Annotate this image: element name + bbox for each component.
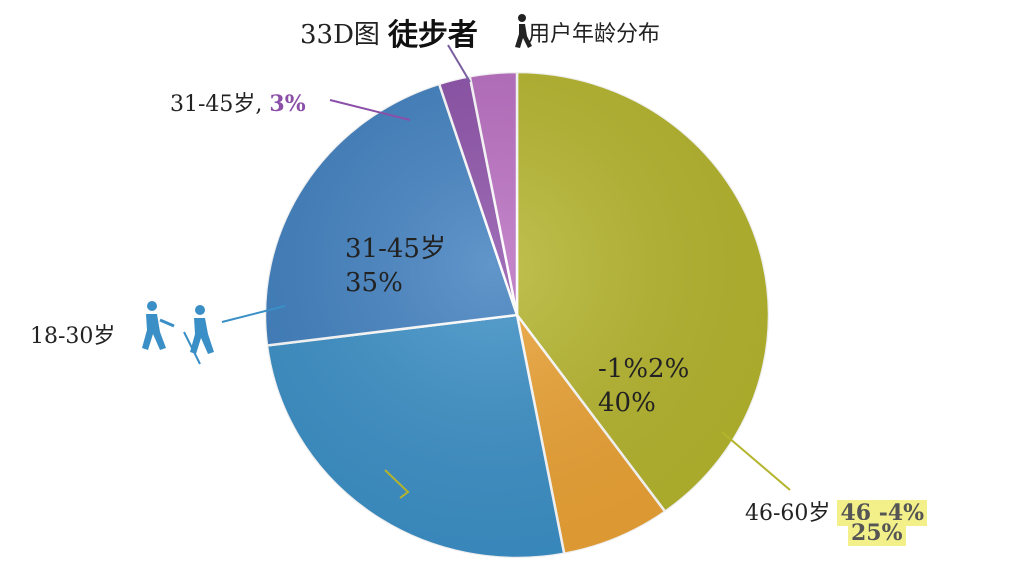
- yellow-inner-line2: 40%: [598, 388, 656, 418]
- callout-top-left-pct: 3%: [269, 91, 306, 117]
- leader-line-top: [329, 99, 411, 121]
- title-suffix: 用户年龄分布: [527, 22, 660, 47]
- callout-top-left: 31-45岁, 3%: [170, 86, 306, 118]
- leader-line-left: [221, 305, 286, 323]
- callout-left-text: 18-30岁: [30, 324, 116, 349]
- pie-shading: [265, 72, 769, 558]
- yellow-inner-line1: -1%2%: [598, 354, 690, 384]
- hiker-icon: [515, 14, 532, 48]
- blue-inner-line2: 35%: [345, 268, 403, 298]
- leader-line-title: [447, 44, 471, 83]
- chart-title: 33D图 徒步者 用户年龄分布: [300, 10, 660, 54]
- callout-left: 18-30岁: [30, 318, 115, 350]
- leader-line-orange: [384, 469, 410, 499]
- callout-top-left-text: 31-45岁,: [170, 92, 263, 117]
- callout-bottom-right-pct2: 25%: [848, 520, 906, 546]
- hiker-pair-icon: [142, 301, 214, 365]
- blue-inner-line1: 31-45岁: [345, 234, 446, 264]
- leader-line-right: [721, 431, 791, 491]
- callout-bottom-right-2: 25%: [848, 520, 906, 546]
- callout-bottom-right-text: 46-60岁: [745, 501, 831, 526]
- title-main: 徒步者: [387, 18, 478, 53]
- title-prefix: 33D图: [300, 19, 380, 50]
- yellow-inner-label: -1%2% 40%: [598, 352, 689, 420]
- blue-inner-label: 31-45岁 35%: [345, 232, 446, 300]
